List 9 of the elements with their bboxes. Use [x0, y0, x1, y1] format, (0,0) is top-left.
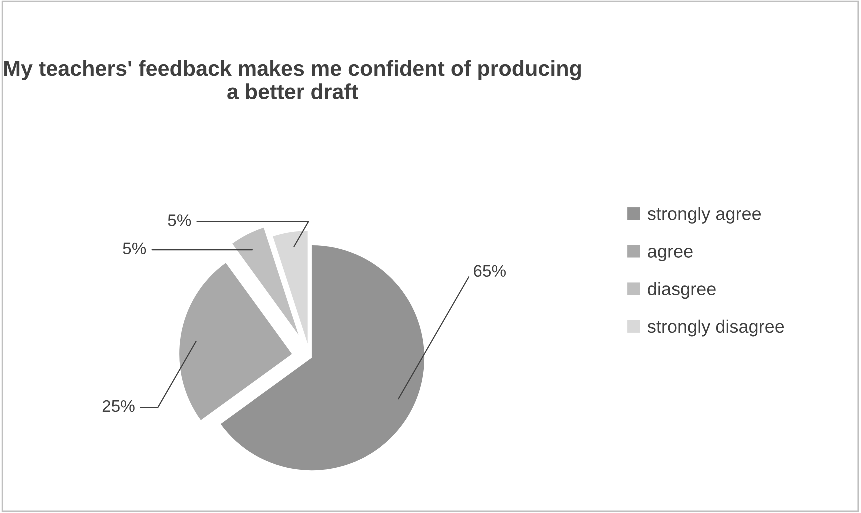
data-label: 65% — [474, 265, 506, 278]
legend-label: diasgree — [648, 282, 716, 300]
data-label: 5% — [168, 214, 192, 226]
chart-title: My teachers' feedback makes me confident of producing a better draft — [4, 60, 581, 100]
legend-label: strongly disagree — [648, 320, 784, 337]
data-label: 5% — [123, 242, 146, 255]
data-label: 25% — [102, 400, 135, 412]
legend-label: agree — [648, 248, 693, 262]
legend-label: strongly agree — [648, 207, 762, 224]
